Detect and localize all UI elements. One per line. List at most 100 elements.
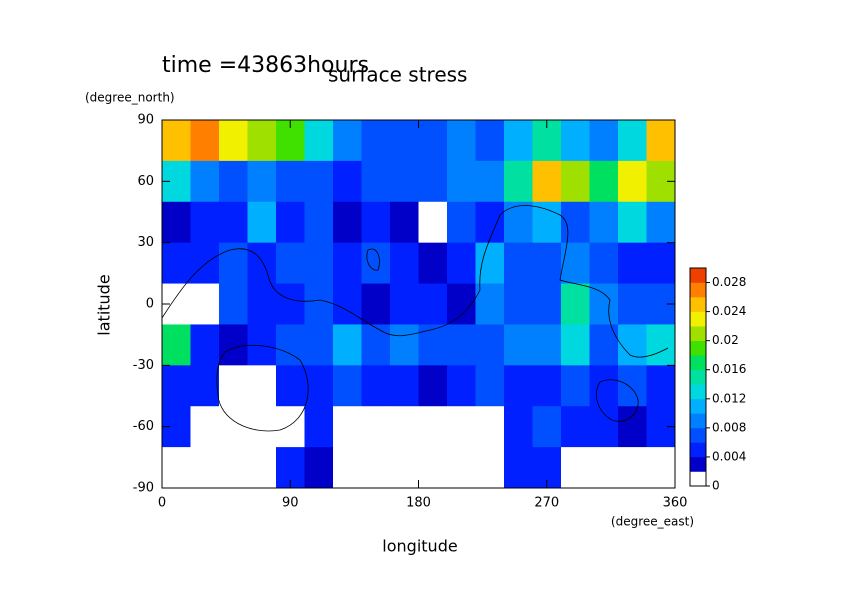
cell bbox=[589, 201, 619, 244]
coastline bbox=[161, 205, 669, 432]
coast-line bbox=[161, 205, 669, 358]
field bbox=[162, 120, 676, 489]
cell bbox=[646, 447, 676, 489]
cell bbox=[304, 120, 334, 162]
cell bbox=[361, 201, 391, 244]
cell bbox=[504, 447, 533, 489]
colorbar-tick-label: 0 bbox=[712, 479, 720, 493]
cell bbox=[304, 365, 334, 407]
cell bbox=[504, 160, 533, 203]
cell bbox=[333, 120, 362, 162]
cell bbox=[418, 120, 448, 162]
cell bbox=[418, 201, 448, 244]
cell bbox=[219, 447, 248, 489]
cell bbox=[247, 365, 277, 407]
colorbar-tick-label: 0.008 bbox=[712, 420, 746, 434]
y-tick-label: -60 bbox=[133, 419, 154, 434]
cell bbox=[219, 324, 248, 366]
cell bbox=[618, 201, 647, 244]
cell bbox=[447, 406, 476, 448]
cell bbox=[390, 447, 419, 489]
cell bbox=[475, 406, 505, 448]
cell bbox=[247, 283, 277, 325]
cell bbox=[304, 242, 334, 285]
cell bbox=[447, 365, 476, 407]
cell bbox=[247, 160, 277, 203]
cell bbox=[190, 365, 220, 407]
cell bbox=[162, 201, 191, 244]
cell bbox=[532, 201, 562, 244]
cell bbox=[618, 242, 647, 285]
coast-line bbox=[366, 248, 380, 271]
cell bbox=[247, 242, 277, 285]
colorbar-band bbox=[690, 268, 706, 283]
colorbar-band bbox=[690, 340, 706, 356]
cell bbox=[504, 406, 533, 448]
cell bbox=[447, 160, 476, 203]
cell bbox=[162, 365, 191, 407]
cell bbox=[390, 201, 419, 244]
colorbar-band bbox=[690, 326, 706, 341]
cell bbox=[618, 283, 647, 325]
colorbar-tick-label: 0.012 bbox=[712, 391, 746, 405]
cell bbox=[618, 406, 647, 448]
cell bbox=[190, 324, 220, 366]
cell bbox=[333, 406, 362, 448]
cell bbox=[589, 283, 619, 325]
x-tick-label: 180 bbox=[406, 496, 431, 511]
colorbar: 0 0.004 0.008 0.012 0.016 0.02 0.024 0.028 bbox=[689, 267, 746, 493]
colorbar-frame bbox=[689, 267, 707, 487]
colorbar-tick-label: 0.016 bbox=[712, 362, 746, 376]
cell bbox=[304, 283, 334, 325]
cell bbox=[361, 365, 391, 407]
cell bbox=[646, 242, 676, 285]
coast-line bbox=[596, 379, 639, 422]
cell bbox=[418, 160, 448, 203]
cell bbox=[561, 120, 590, 162]
cell bbox=[418, 447, 448, 489]
cell bbox=[390, 283, 419, 325]
cell bbox=[561, 201, 590, 244]
colorbar-tick-label: 0.028 bbox=[712, 275, 746, 289]
cell bbox=[333, 447, 362, 489]
cell bbox=[504, 201, 533, 244]
cell bbox=[618, 160, 647, 203]
cell bbox=[589, 406, 619, 448]
cell bbox=[532, 406, 562, 448]
cell bbox=[475, 120, 505, 162]
cell bbox=[390, 160, 419, 203]
y-tick-label: 90 bbox=[137, 113, 154, 128]
cell bbox=[190, 160, 220, 203]
colorbar-tick-label: 0.02 bbox=[712, 333, 739, 347]
cell bbox=[247, 120, 277, 162]
cell bbox=[162, 120, 191, 162]
y-tick-label: 30 bbox=[137, 235, 154, 250]
cell bbox=[447, 324, 476, 366]
cell bbox=[504, 283, 533, 325]
cell bbox=[276, 160, 305, 203]
cell bbox=[304, 160, 334, 203]
y-tick-label: 0 bbox=[146, 297, 154, 312]
cell bbox=[589, 120, 619, 162]
cell bbox=[504, 120, 533, 162]
cell bbox=[390, 324, 419, 366]
cell bbox=[219, 120, 248, 162]
cell bbox=[361, 160, 391, 203]
colorbar-band bbox=[690, 442, 706, 458]
cell bbox=[561, 283, 590, 325]
cell bbox=[532, 365, 562, 407]
cell bbox=[561, 406, 590, 448]
colorbar-band bbox=[690, 282, 706, 298]
cell bbox=[190, 120, 220, 162]
axes: 0 90 180 270 360 90 60 30 0 -30 -60 -90 bbox=[133, 113, 688, 511]
cell bbox=[333, 201, 362, 244]
cell bbox=[418, 283, 448, 325]
cell bbox=[447, 201, 476, 244]
y-tick-label: -30 bbox=[133, 358, 154, 373]
cell bbox=[190, 406, 220, 448]
cell bbox=[447, 447, 476, 489]
cell bbox=[589, 242, 619, 285]
cell bbox=[618, 365, 647, 407]
cell bbox=[361, 242, 391, 285]
